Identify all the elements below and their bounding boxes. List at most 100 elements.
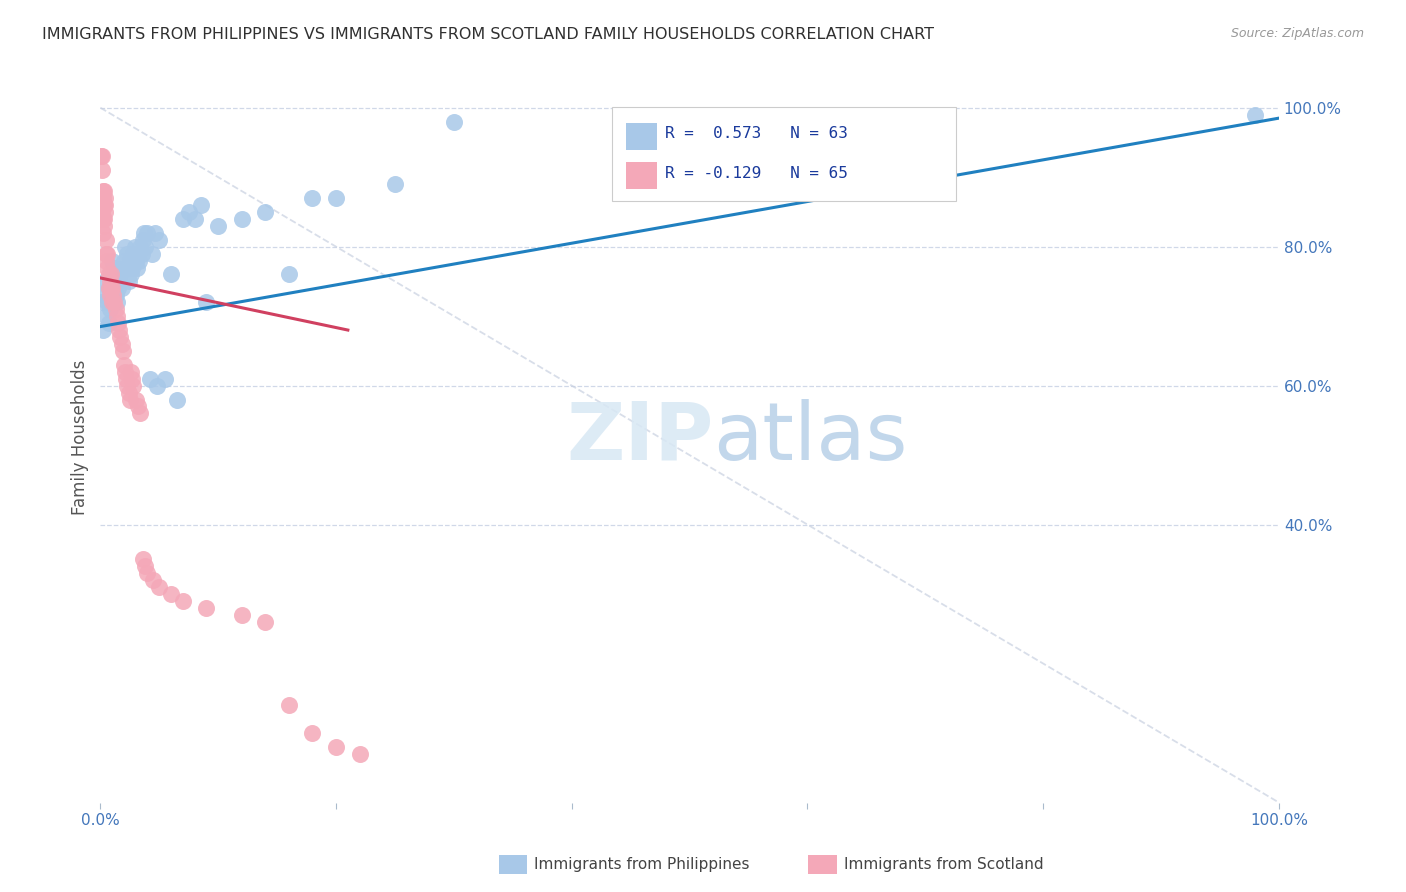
- Point: [101, 295, 124, 310]
- Point: [90, 295, 112, 310]
- Point: [195, 295, 218, 310]
- Point: [94, 191, 117, 205]
- Point: [301, 726, 323, 740]
- Point: [103, 268, 125, 282]
- Point: [122, 246, 145, 260]
- Point: [254, 615, 277, 629]
- Point: [195, 601, 218, 615]
- Point: [148, 233, 170, 247]
- Point: [97, 281, 120, 295]
- Point: [93, 184, 115, 198]
- Point: [120, 268, 142, 282]
- Point: [90, 211, 112, 226]
- Point: [115, 260, 138, 275]
- Point: [136, 226, 159, 240]
- Point: [100, 281, 122, 295]
- Point: [143, 226, 166, 240]
- Point: [108, 323, 131, 337]
- Point: [115, 372, 138, 386]
- Point: [190, 198, 212, 212]
- Point: [118, 392, 141, 407]
- Point: [112, 358, 135, 372]
- Point: [96, 246, 118, 260]
- Point: [384, 177, 406, 191]
- Point: [125, 253, 148, 268]
- Point: [101, 281, 124, 295]
- Point: [277, 698, 299, 713]
- Point: [142, 573, 165, 587]
- Point: [107, 316, 129, 330]
- Point: [132, 552, 155, 566]
- Point: [325, 739, 347, 754]
- Point: [114, 365, 136, 379]
- Point: [103, 260, 125, 275]
- Text: R = -0.129   N = 65: R = -0.129 N = 65: [665, 166, 848, 180]
- Point: [104, 302, 127, 317]
- Point: [125, 392, 148, 407]
- Point: [125, 260, 148, 275]
- Text: R =  0.573   N = 63: R = 0.573 N = 63: [665, 127, 848, 141]
- Point: [97, 281, 120, 295]
- Point: [121, 260, 143, 275]
- Point: [111, 343, 134, 358]
- Point: [277, 268, 299, 282]
- Point: [103, 295, 125, 310]
- Point: [96, 253, 118, 268]
- Point: [132, 226, 155, 240]
- Point: [139, 372, 162, 386]
- Text: Source: ZipAtlas.com: Source: ZipAtlas.com: [1230, 27, 1364, 40]
- Text: Immigrants from Philippines: Immigrants from Philippines: [534, 857, 749, 871]
- Text: atlas: atlas: [713, 399, 908, 476]
- Point: [93, 198, 115, 212]
- Point: [91, 198, 114, 212]
- Point: [90, 163, 112, 178]
- Point: [160, 268, 183, 282]
- Text: IMMIGRANTS FROM PHILIPPINES VS IMMIGRANTS FROM SCOTLAND FAMILY HOUSEHOLDS CORREL: IMMIGRANTS FROM PHILIPPINES VS IMMIGRANT…: [42, 27, 934, 42]
- Point: [117, 378, 139, 392]
- Point: [98, 288, 121, 302]
- Point: [112, 253, 135, 268]
- Text: Immigrants from Scotland: Immigrants from Scotland: [844, 857, 1043, 871]
- Point: [111, 260, 134, 275]
- Point: [100, 268, 122, 282]
- Point: [104, 288, 127, 302]
- Point: [90, 205, 112, 219]
- Point: [94, 205, 117, 219]
- Point: [117, 385, 139, 400]
- Point: [121, 372, 143, 386]
- Point: [325, 191, 347, 205]
- Point: [105, 295, 128, 310]
- Y-axis label: Family Households: Family Households: [72, 360, 89, 516]
- Point: [134, 559, 156, 574]
- Point: [91, 323, 114, 337]
- Point: [94, 198, 117, 212]
- Point: [141, 246, 163, 260]
- Point: [91, 191, 114, 205]
- Point: [231, 211, 253, 226]
- Point: [124, 240, 146, 254]
- Point: [90, 149, 112, 163]
- Point: [101, 274, 124, 288]
- Point: [254, 205, 277, 219]
- Point: [110, 268, 132, 282]
- Point: [98, 274, 121, 288]
- Point: [129, 240, 152, 254]
- Point: [97, 268, 120, 282]
- Point: [132, 233, 155, 247]
- Point: [114, 240, 136, 254]
- Point: [177, 205, 200, 219]
- Point: [96, 260, 118, 275]
- Point: [90, 149, 112, 163]
- Point: [122, 378, 145, 392]
- Point: [129, 406, 152, 420]
- Point: [231, 607, 253, 622]
- Point: [349, 747, 371, 761]
- Point: [98, 302, 121, 317]
- Point: [134, 240, 156, 254]
- Point: [107, 281, 129, 295]
- Point: [91, 184, 114, 198]
- Point: [146, 378, 169, 392]
- Point: [96, 309, 118, 323]
- Point: [100, 288, 122, 302]
- Point: [153, 372, 176, 386]
